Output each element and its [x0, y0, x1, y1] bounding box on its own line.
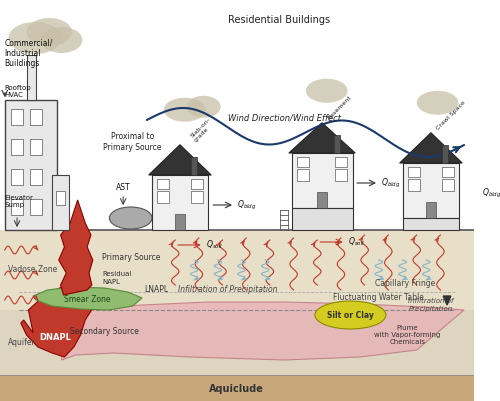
Bar — [298, 169, 309, 181]
Bar — [157, 179, 168, 189]
Polygon shape — [148, 145, 211, 175]
Bar — [292, 208, 354, 230]
Bar — [12, 169, 22, 185]
Bar — [0, 230, 474, 310]
Ellipse shape — [164, 98, 205, 122]
Text: $Q_{bldg}$: $Q_{bldg}$ — [482, 186, 500, 200]
Polygon shape — [444, 296, 451, 305]
Bar — [152, 175, 208, 230]
Ellipse shape — [416, 91, 459, 115]
Bar — [334, 135, 340, 153]
Text: Basement: Basement — [327, 95, 352, 121]
Bar — [26, 55, 36, 100]
Bar — [292, 153, 354, 208]
Text: $Q_{bldg}$: $Q_{bldg}$ — [237, 198, 256, 212]
Bar — [192, 157, 197, 175]
Bar — [442, 145, 448, 163]
Bar — [402, 163, 460, 218]
Bar — [30, 109, 42, 125]
Text: Residential Buildings: Residential Buildings — [228, 15, 330, 25]
Text: Smear Zone: Smear Zone — [64, 296, 110, 304]
Bar — [408, 167, 420, 177]
Text: AST: AST — [116, 183, 130, 192]
Text: Wind Direction/Wind Effect: Wind Direction/Wind Effect — [228, 113, 340, 122]
Text: Capillary Fringe: Capillary Fringe — [376, 279, 436, 288]
Text: Secondary Source: Secondary Source — [70, 328, 138, 336]
Text: Aquifer: Aquifer — [8, 338, 36, 347]
Text: $Q_{soil}$: $Q_{soil}$ — [206, 239, 222, 251]
Ellipse shape — [8, 22, 62, 54]
Bar — [30, 169, 42, 185]
Ellipse shape — [315, 301, 386, 329]
Bar — [442, 179, 454, 191]
Bar — [4, 100, 57, 230]
Text: Vadose Zone: Vadose Zone — [8, 265, 57, 275]
Text: Silt or Clay: Silt or Clay — [327, 310, 374, 320]
Bar — [442, 167, 454, 177]
Text: Infiltration of Precipitation: Infiltration of Precipitation — [178, 286, 277, 294]
Ellipse shape — [306, 79, 348, 103]
Text: DNAPL: DNAPL — [39, 332, 71, 342]
Text: LNAPL: LNAPL — [144, 286, 168, 294]
Bar — [0, 0, 474, 230]
Text: Infiltration of
Precipitation: Infiltration of Precipitation — [408, 298, 454, 312]
Text: Fluctuating Water Table: Fluctuating Water Table — [334, 294, 424, 302]
Text: Primary Source: Primary Source — [102, 253, 160, 263]
Bar — [0, 375, 474, 401]
Ellipse shape — [186, 96, 220, 118]
Bar — [12, 199, 22, 215]
Bar — [336, 169, 346, 181]
Bar — [0, 310, 474, 375]
Bar — [336, 157, 346, 167]
Text: Crawl Space: Crawl Space — [436, 100, 466, 131]
Ellipse shape — [40, 27, 82, 53]
Bar — [30, 139, 42, 155]
Ellipse shape — [26, 18, 72, 46]
Polygon shape — [21, 280, 94, 357]
Bar — [426, 202, 436, 218]
Bar — [298, 157, 309, 167]
Polygon shape — [58, 200, 93, 295]
Bar — [56, 191, 66, 205]
Bar — [12, 139, 22, 155]
Polygon shape — [400, 133, 462, 163]
Bar — [408, 179, 420, 191]
Bar — [52, 175, 69, 230]
Bar — [192, 179, 202, 189]
Text: Residual
NAPL: Residual NAPL — [102, 271, 132, 284]
Text: Slab-on-
grade: Slab-on- grade — [190, 117, 216, 143]
Bar — [12, 109, 22, 125]
Text: Aquiclude: Aquiclude — [210, 384, 264, 394]
Bar — [402, 218, 460, 230]
Text: Proximal to
Primary Source: Proximal to Primary Source — [104, 132, 162, 152]
Text: $Q_{soil}$: $Q_{soil}$ — [348, 236, 364, 248]
Bar — [175, 214, 184, 230]
Text: $Q_{bldg}$: $Q_{bldg}$ — [380, 176, 400, 190]
Polygon shape — [289, 123, 355, 153]
Polygon shape — [33, 287, 142, 310]
Bar — [318, 192, 327, 208]
Bar — [192, 191, 202, 203]
Polygon shape — [62, 302, 464, 360]
Bar — [157, 191, 168, 203]
Ellipse shape — [110, 207, 152, 229]
Text: Elevator
Sump: Elevator Sump — [4, 195, 34, 208]
Text: Commercial/
Industrial
Buildings: Commercial/ Industrial Buildings — [4, 38, 53, 68]
Text: Plume
with Vapor-forming
Chemicals: Plume with Vapor-forming Chemicals — [374, 325, 440, 345]
Text: Rooftop
HVAC: Rooftop HVAC — [4, 85, 32, 98]
Bar — [30, 199, 42, 215]
